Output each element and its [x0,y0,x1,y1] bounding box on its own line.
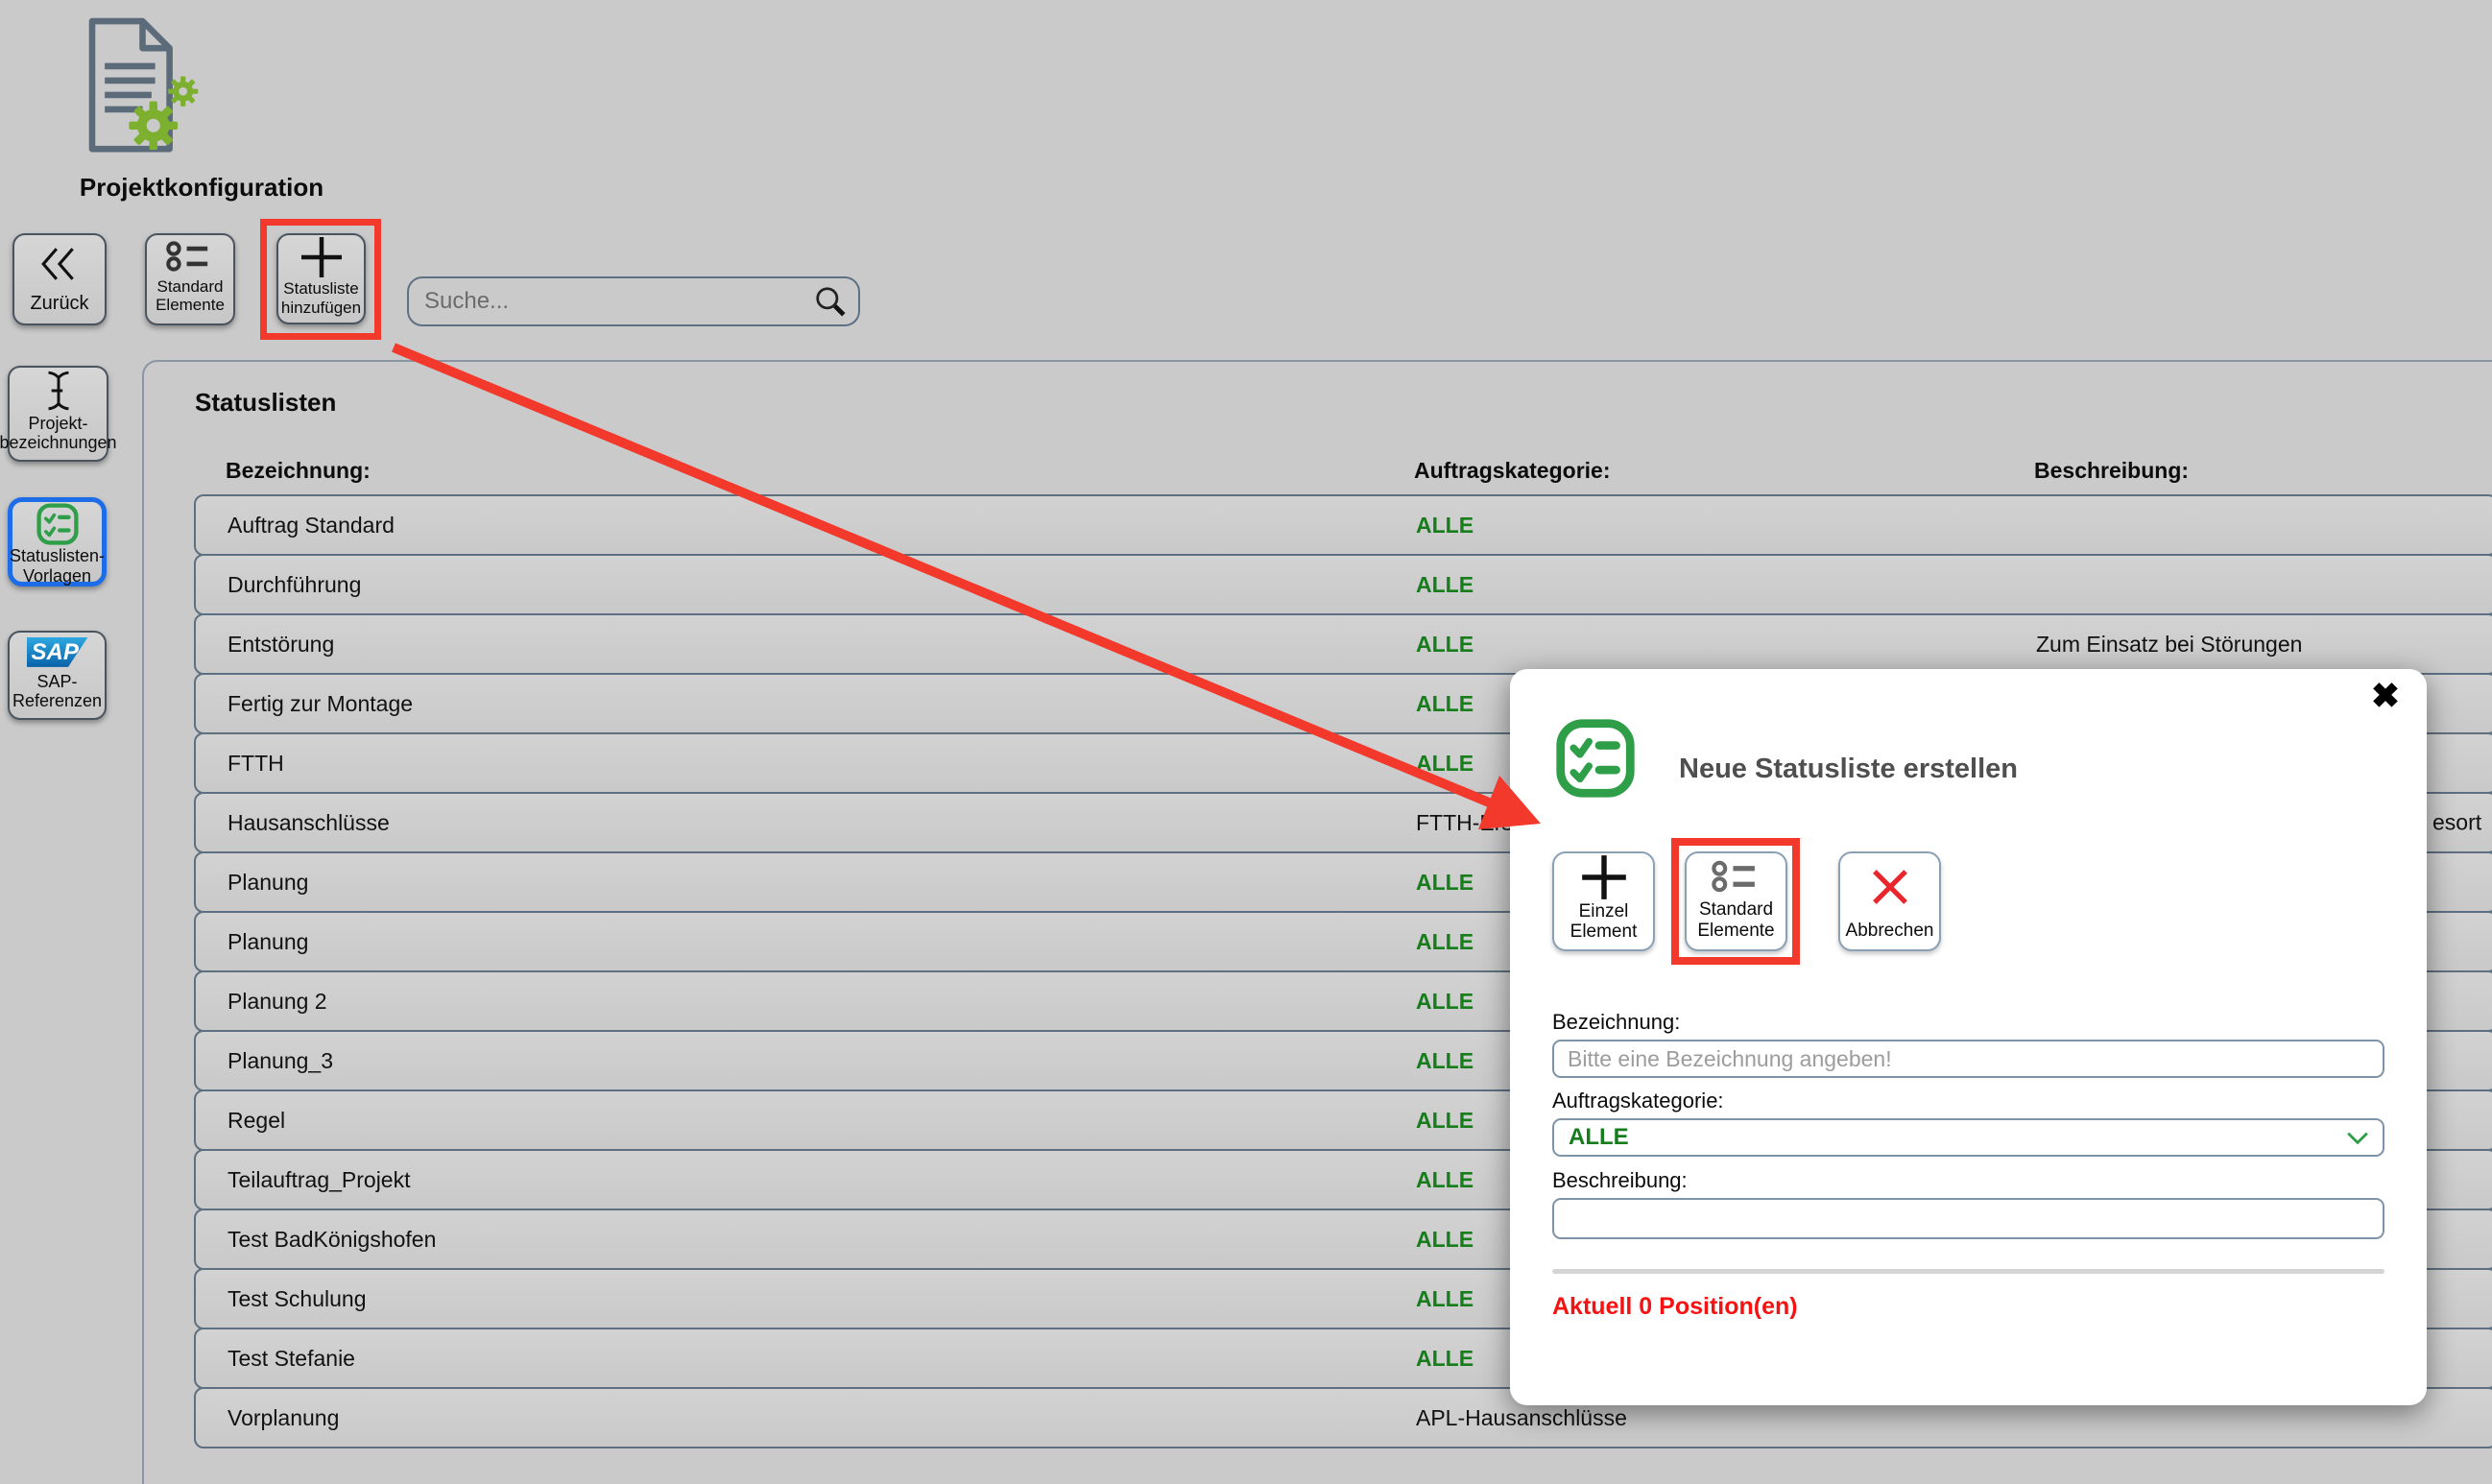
table-row[interactable]: Entstörung ALLE Zum Einsatz bei Störungen [194,613,2492,675]
row-bezeichnung: Planung 2 [228,988,327,1014]
list-items-icon [1711,853,1761,899]
row-auftragskategorie: ALLE [1416,1107,1474,1133]
table-row[interactable]: Durchführung ALLE [194,554,2492,615]
plus-icon [1579,853,1629,901]
row-bezeichnung: Test Stefanie [228,1345,355,1371]
text-cursor-icon [10,368,107,414]
chevron-down-icon [2346,1131,2369,1145]
red-x-icon [1868,853,1912,921]
row-auftragskategorie: ALLE [1416,571,1474,597]
row-bezeichnung: Planung_3 [228,1047,333,1073]
row-auftragskategorie: ALLE [1416,1345,1474,1371]
row-auftragskategorie: ALLE [1416,928,1474,954]
column-header-beschreibung: Beschreibung: [2034,458,2190,483]
row-bezeichnung: Test BadKönigshofen [228,1226,437,1252]
row-auftragskategorie: ALLE [1416,1226,1474,1252]
row-bezeichnung: Regel [228,1107,286,1133]
table-row[interactable]: Vorplanung APL-Hausanschlüsse [194,1387,2492,1448]
row-bezeichnung: Planung [228,869,309,895]
row-beschreibung: Zum Einsatz bei Störungen [2036,631,2303,657]
row-auftragskategorie: ALLE [1416,631,1474,657]
modal-divider [1552,1269,2384,1274]
modal-title: Neue Statusliste erstellen [1679,754,2018,784]
statusliste-hinzufuegen-button[interactable]: Statusliste hinzufügen [276,233,366,324]
checklist-icon-large [1554,717,1637,804]
beschreibung-field[interactable] [1552,1198,2384,1239]
row-bezeichnung: Entstörung [228,631,335,657]
table-row[interactable]: Auftrag Standard ALLE [194,494,2492,556]
row-auftragskategorie: APL-Hausanschlüsse [1416,1404,1627,1430]
section-title: Statuslisten [195,388,337,417]
positions-count-text: Aktuell 0 Position(en) [1552,1293,1798,1320]
row-bezeichnung: Auftrag Standard [228,512,395,538]
beschreibung-label: Beschreibung: [1552,1168,1688,1192]
auftragskategorie-label: Auftragskategorie: [1552,1089,1724,1113]
row-bezeichnung: Test Schulung [228,1285,367,1311]
document-gears-icon [88,17,199,153]
column-header-bezeichnung: Bezeichnung: [226,458,371,483]
sidebar-item-sap-referenzen[interactable]: SAP SAP- Referenzen [8,631,107,720]
row-bezeichnung: Fertig zur Montage [228,690,414,716]
auftragskategorie-select[interactable]: ALLE [1552,1118,2384,1157]
checklist-icon [12,502,102,546]
row-bezeichnung: Durchführung [228,571,362,597]
bezeichnung-label: Bezeichnung: [1552,1010,1681,1034]
bezeichnung-field[interactable] [1552,1040,2384,1078]
row-auftragskategorie: ALLE [1416,988,1474,1014]
page-title: Projektkonfiguration [79,173,324,202]
sidebar-item-statuslisten-vorlagen[interactable]: Statuslisten- Vorlagen [8,497,107,586]
abbrechen-button[interactable]: Abbrechen [1838,851,1941,951]
row-auftragskategorie: ALLE [1416,1166,1474,1192]
close-icon[interactable]: ✖ [2370,676,2400,715]
row-bezeichnung: FTTH [228,750,284,776]
row-auftragskategorie: ALLE [1416,869,1474,895]
row-bezeichnung: Vorplanung [228,1404,340,1430]
plus-icon [278,235,364,279]
standard-elemente-modal-button[interactable]: Standard Elemente [1685,851,1787,951]
sap-logo-icon: SAP [10,633,105,672]
row-bezeichnung: Planung [228,928,309,954]
row-auftragskategorie: ALLE [1416,512,1474,538]
search-box [407,276,860,326]
einzel-element-button[interactable]: Einzel Element [1552,851,1655,951]
standard-elemente-button[interactable]: Standard Elemente [145,233,235,325]
row-bezeichnung: Hausanschlüsse [228,809,390,835]
sidebar-item-projektbezeichnungen[interactable]: Projekt- bezeichnungen [0,366,117,462]
list-items-icon [147,235,233,277]
row-auftragskategorie: ALLE [1416,1285,1474,1311]
search-input[interactable] [409,288,814,315]
double-chevron-left-icon [14,235,105,293]
neue-statusliste-modal: ✖ Neue Statusliste erstellen Einzel Elem… [1510,669,2427,1405]
search-icon [814,285,847,318]
row-auftragskategorie: ALLE [1416,1047,1474,1073]
back-button[interactable]: Zurück [12,233,107,325]
row-bezeichnung: Teilauftrag_Projekt [228,1166,411,1192]
row-beschreibung-fragment: esort [2432,809,2482,835]
column-header-auftragskategorie: Auftragskategorie: [1414,458,1611,483]
